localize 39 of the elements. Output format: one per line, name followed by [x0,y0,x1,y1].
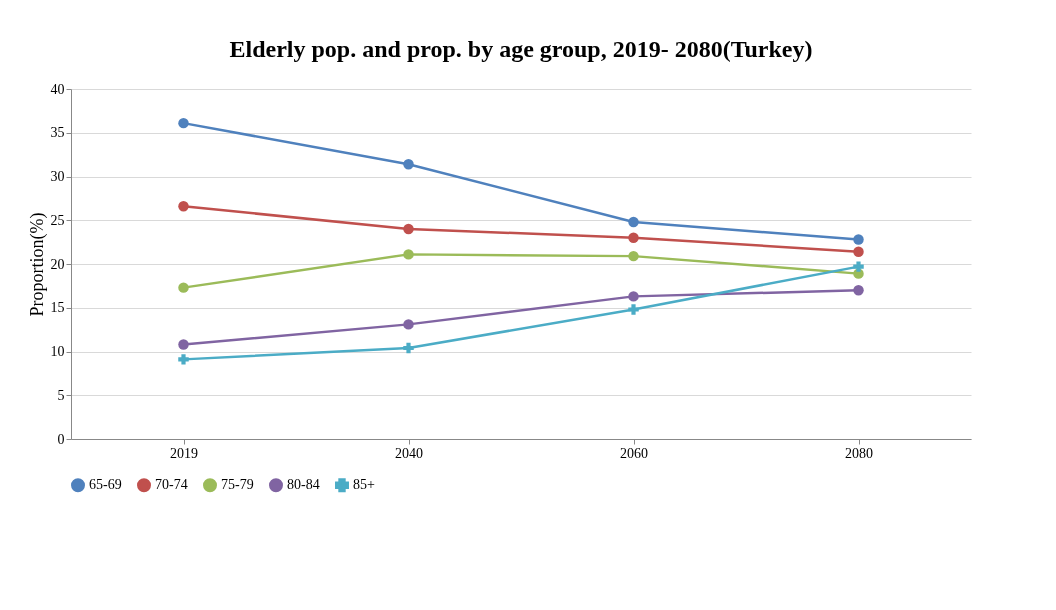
x-tick-label: 2019 [170,445,198,461]
y-tick-label: 35 [50,125,65,141]
point [853,246,864,257]
point [628,232,639,243]
point [403,319,414,330]
point [628,304,639,315]
point [628,291,639,302]
y-tick-label: 15 [50,300,65,316]
chart-title: Elderly pop. and prop. by age group, 2019- 2080(Turkey) [229,36,813,62]
y-tick-label: 10 [50,344,65,359]
point [628,250,639,262]
y-tick-label: 30 [50,169,65,184]
x-tick-label: 2060 [620,445,648,461]
legend-label: 75-79 [221,477,254,493]
y-tick-label: 40 [50,81,65,97]
point [403,249,414,260]
point [178,117,189,129]
legend-label: 65-69 [89,477,122,493]
y-tick-label: 20 [50,256,65,272]
point [178,354,189,365]
legend-label: 70-74 [155,477,188,493]
y-axis-title: Proportion(%) [26,212,48,317]
point [628,216,639,228]
point [853,234,864,245]
y-tick-label: 0 [57,431,65,447]
point [403,159,414,170]
x-tick-label: 2080 [845,445,873,461]
y-tick-label: 25 [50,212,65,228]
point [178,339,189,350]
y-tick-label: 5 [57,387,65,403]
point [853,261,864,272]
point [853,285,864,296]
legend-label: 85+ [353,477,375,493]
point [403,223,414,235]
legend-label: 80-84 [287,477,320,493]
point [178,282,189,293]
point [403,342,414,354]
point [178,201,189,212]
x-tick-label: 2040 [395,445,423,461]
